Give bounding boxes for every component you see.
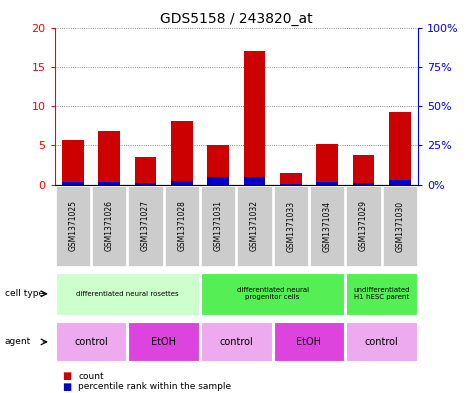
Text: control: control [74, 337, 108, 347]
Text: GSM1371025: GSM1371025 [68, 200, 77, 252]
Bar [92, 186, 126, 266]
Bar [274, 186, 308, 266]
Bar [128, 322, 199, 362]
Bar [56, 186, 90, 266]
Bar [389, 112, 411, 185]
Title: GDS5158 / 243820_at: GDS5158 / 243820_at [160, 13, 313, 26]
Text: GSM1371033: GSM1371033 [286, 200, 295, 252]
Bar [207, 145, 229, 185]
Text: EtOH: EtOH [296, 337, 322, 347]
Text: GSM1371026: GSM1371026 [104, 200, 114, 252]
Bar [201, 322, 272, 362]
Bar [346, 272, 417, 315]
Bar [56, 272, 199, 315]
Bar [238, 186, 272, 266]
Text: cell type: cell type [5, 289, 44, 298]
Text: undifferentiated
H1 hESC parent: undifferentiated H1 hESC parent [353, 287, 410, 300]
Bar [383, 186, 417, 266]
Bar [352, 155, 374, 185]
Bar [56, 322, 126, 362]
Bar [274, 322, 344, 362]
Bar [62, 182, 84, 185]
Text: GSM1371031: GSM1371031 [214, 200, 223, 252]
Bar [280, 184, 302, 185]
Bar [244, 51, 266, 185]
Text: control: control [365, 337, 399, 347]
Text: GSM1371032: GSM1371032 [250, 200, 259, 252]
Bar [352, 183, 374, 185]
Text: GSM1371028: GSM1371028 [177, 200, 186, 252]
Bar [171, 121, 193, 185]
Bar [165, 186, 199, 266]
Text: ■: ■ [62, 371, 71, 382]
Bar [310, 186, 344, 266]
Bar [98, 182, 120, 185]
Bar [316, 144, 338, 185]
Bar [134, 183, 156, 185]
Text: GSM1371030: GSM1371030 [395, 200, 404, 252]
Bar [201, 272, 344, 315]
Bar [201, 186, 235, 266]
Text: GSM1371034: GSM1371034 [323, 200, 332, 252]
Bar [128, 186, 162, 266]
Bar [389, 180, 411, 185]
Bar [346, 186, 380, 266]
Text: control: control [219, 337, 253, 347]
Text: differentiated neural
progenitor cells: differentiated neural progenitor cells [237, 287, 309, 300]
Text: count: count [78, 372, 104, 381]
Text: EtOH: EtOH [151, 337, 176, 347]
Text: GSM1371029: GSM1371029 [359, 200, 368, 252]
Bar [171, 181, 193, 185]
Bar [280, 173, 302, 185]
Bar [244, 177, 266, 185]
Bar [134, 157, 156, 185]
Bar [346, 322, 417, 362]
Bar [207, 177, 229, 185]
Bar [98, 131, 120, 185]
Text: GSM1371027: GSM1371027 [141, 200, 150, 252]
Text: differentiated neural rosettes: differentiated neural rosettes [76, 291, 179, 297]
Bar [62, 140, 84, 185]
Text: percentile rank within the sample: percentile rank within the sample [78, 382, 231, 391]
Text: agent: agent [5, 338, 31, 346]
Text: ■: ■ [62, 382, 71, 392]
Bar [316, 182, 338, 185]
